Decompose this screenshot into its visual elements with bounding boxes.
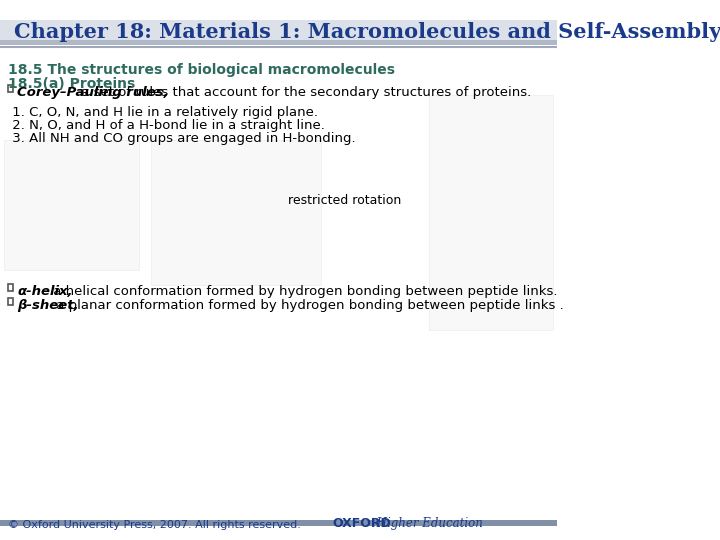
FancyBboxPatch shape [150, 140, 321, 285]
Text: 3. All NH and CO groups are engaged in H-bonding.: 3. All NH and CO groups are engaged in H… [8, 132, 356, 145]
FancyBboxPatch shape [0, 520, 557, 526]
Text: restricted rotation: restricted rotation [287, 193, 401, 206]
Text: © Oxford University Press, 2007. All rights reserved.: © Oxford University Press, 2007. All rig… [8, 520, 301, 530]
Text: a planar conformation formed by hydrogen bonding between peptide links .: a planar conformation formed by hydrogen… [52, 299, 564, 312]
FancyBboxPatch shape [4, 140, 139, 270]
Text: 18.5(a) Proteins: 18.5(a) Proteins [8, 77, 135, 91]
Text: 1. C, O, N, and H lie in a relatively rigid plane.: 1. C, O, N, and H lie in a relatively ri… [8, 106, 318, 119]
Text: Corey–Pauling rules,: Corey–Pauling rules, [17, 86, 168, 99]
Text: OXFORD: OXFORD [333, 517, 391, 530]
Bar [8, 284, 13, 291]
Text: a set of rules that account for the secondary structures of proteins.: a set of rules that account for the seco… [77, 86, 531, 99]
Text: α-helix,: α-helix, [17, 285, 73, 298]
FancyBboxPatch shape [429, 95, 553, 330]
FancyBboxPatch shape [0, 20, 557, 42]
Text: a helical conformation formed by hydrogen bonding between peptide links.: a helical conformation formed by hydroge… [50, 285, 558, 298]
Text: Higher Education: Higher Education [373, 517, 482, 530]
Text: β-sheet,: β-sheet, [17, 299, 78, 312]
Text: 2. N, O, and H of a H-bond lie in a straight line.: 2. N, O, and H of a H-bond lie in a stra… [8, 119, 325, 132]
Bar [8, 298, 13, 305]
Bar [8, 85, 13, 92]
Text: 18.5 The structures of biological macromolecules: 18.5 The structures of biological macrom… [8, 63, 395, 77]
Text: Chapter 18: Materials 1: Macromolecules and Self-Assembly: Chapter 18: Materials 1: Macromolecules … [14, 22, 720, 42]
FancyBboxPatch shape [0, 40, 557, 45]
